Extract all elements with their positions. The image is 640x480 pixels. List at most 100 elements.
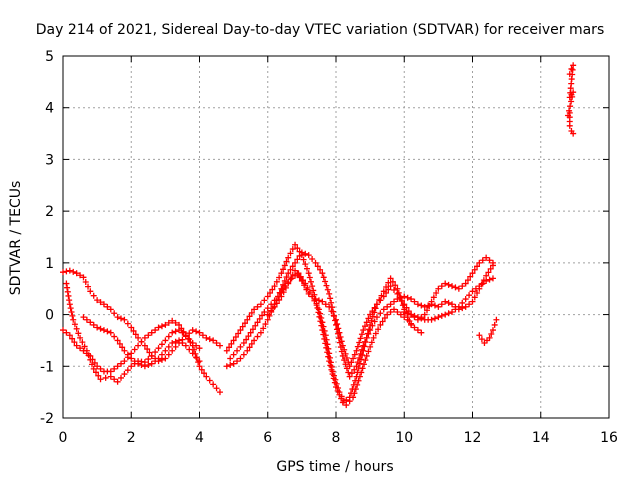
data-point: [367, 311, 374, 318]
data-point: [377, 310, 384, 317]
plot-frame: [62, 55, 610, 419]
data-point: [356, 373, 363, 380]
data-point: [169, 317, 176, 324]
data-point: [371, 318, 378, 325]
data-point: [431, 315, 438, 322]
data-point: [77, 272, 84, 279]
data-point: [213, 385, 220, 392]
data-point: [95, 372, 102, 379]
data-point: [87, 356, 94, 363]
data-point: [334, 321, 341, 328]
data-point: [442, 298, 449, 305]
data-point: [418, 329, 425, 336]
data-point: [145, 361, 152, 368]
y-tick-label: 0: [45, 308, 54, 324]
data-point: [346, 363, 353, 370]
data-point: [287, 266, 294, 273]
data-point: [138, 361, 145, 368]
data-point: [239, 323, 246, 330]
data-point: [111, 333, 118, 340]
data-point: [324, 341, 331, 348]
data-point: [118, 315, 125, 322]
data-point: [155, 355, 162, 362]
data-point: [365, 330, 372, 337]
data-point: [273, 278, 280, 285]
data-point: [162, 321, 169, 328]
data-point: [292, 267, 299, 274]
data-point: [158, 356, 165, 363]
data-point: [145, 356, 152, 363]
data-point: [210, 381, 217, 388]
data-point: [332, 317, 339, 324]
data-point: [248, 340, 255, 347]
data-point: [230, 351, 237, 358]
data-point: [278, 270, 285, 277]
data-point: [179, 340, 186, 347]
data-point: [107, 368, 114, 375]
data-point: [162, 347, 169, 354]
series-track-i: [401, 275, 496, 323]
data-point: [442, 311, 449, 318]
data-point: [318, 315, 325, 322]
data-point: [335, 385, 342, 392]
data-point: [368, 339, 375, 346]
data-point: [261, 308, 268, 315]
data-point: [162, 337, 169, 344]
data-point: [283, 274, 290, 281]
data-point: [486, 334, 493, 341]
data-point: [230, 337, 237, 344]
data-point: [226, 344, 233, 351]
data-point: [237, 343, 244, 350]
data-point: [182, 342, 189, 349]
series-track-k: [565, 62, 577, 137]
data-point: [165, 319, 172, 326]
data-point: [466, 292, 473, 299]
data-point: [67, 305, 74, 312]
y-axis-label: SDTVAR / TECUs: [8, 181, 24, 296]
data-point: [346, 398, 353, 405]
data-point: [340, 397, 347, 404]
data-point: [94, 363, 101, 370]
data-point: [189, 340, 196, 347]
data-point: [351, 366, 358, 373]
data-point: [264, 311, 271, 318]
data-point: [307, 278, 314, 285]
data-point: [387, 275, 394, 282]
data-point: [64, 284, 71, 291]
data-point: [332, 376, 339, 383]
data-point: [487, 265, 494, 272]
data-point: [449, 283, 456, 290]
data-point: [345, 369, 352, 376]
data-point: [385, 279, 392, 286]
data-point: [356, 355, 363, 362]
data-point: [158, 351, 165, 358]
data-point: [281, 262, 288, 269]
data-point: [114, 337, 121, 344]
data-point: [351, 390, 358, 397]
data-point: [172, 319, 179, 326]
data-point: [69, 312, 76, 319]
data-point: [73, 342, 80, 349]
data-point: [360, 342, 367, 349]
data-point: [358, 331, 365, 338]
data-point: [80, 274, 87, 281]
data-point: [431, 302, 438, 309]
data-point: [296, 252, 303, 259]
data-point: [359, 365, 366, 372]
data-point: [488, 330, 495, 337]
data-point: [354, 343, 361, 350]
data-point: [401, 308, 408, 315]
data-point: [298, 277, 305, 284]
data-point: [87, 288, 94, 295]
data-point: [198, 366, 205, 373]
chart-title: Day 214 of 2021, Sidereal Day-to-day VTE…: [36, 22, 604, 38]
data-point: [70, 316, 77, 323]
data-point: [462, 303, 469, 310]
data-point: [71, 321, 78, 328]
data-point: [317, 266, 324, 273]
data-point: [430, 294, 437, 301]
data-point: [104, 328, 111, 335]
data-point: [363, 352, 370, 359]
data-point: [240, 340, 247, 347]
data-point: [348, 370, 355, 377]
